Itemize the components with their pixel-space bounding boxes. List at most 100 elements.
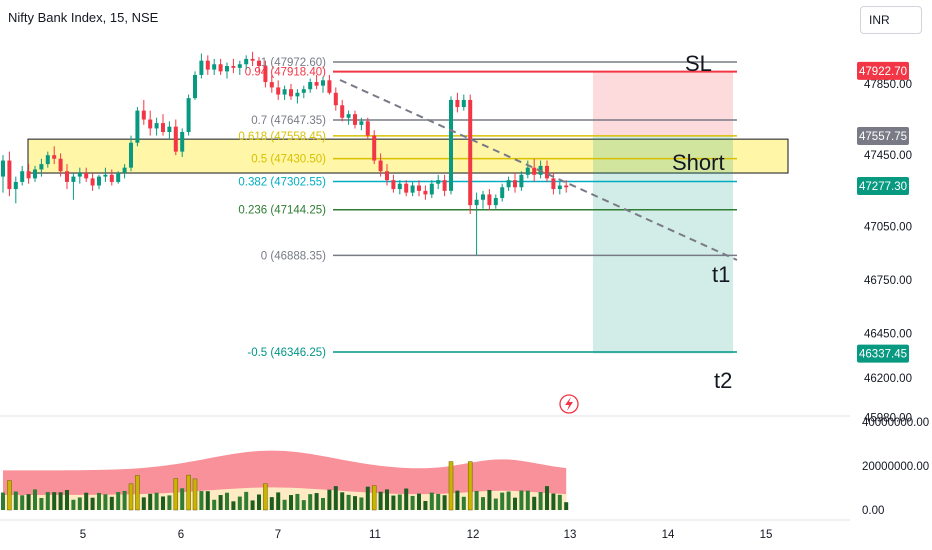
candle-body bbox=[359, 121, 364, 125]
candle-body bbox=[250, 58, 255, 61]
volume-bar bbox=[506, 491, 511, 510]
candle-body bbox=[461, 99, 466, 108]
volume-bar bbox=[33, 489, 37, 510]
volume-axis-tick: 20000000.00 bbox=[862, 461, 929, 473]
annotation-t1: t1 bbox=[712, 262, 730, 287]
volume-bar bbox=[135, 475, 140, 511]
volume-bar bbox=[417, 493, 421, 510]
candle-body bbox=[455, 99, 460, 108]
volume-bar bbox=[327, 489, 332, 510]
fib-level-label-0.236: 0.236 (47144.25) bbox=[238, 205, 326, 217]
candle-body bbox=[346, 114, 351, 118]
annotation-short: Short bbox=[672, 150, 725, 175]
volume-bar bbox=[77, 497, 82, 510]
volume-bar bbox=[180, 488, 185, 510]
candle-body bbox=[442, 180, 447, 191]
candle-body bbox=[225, 66, 229, 72]
fib-level-label-0.5: 0.5 (47430.50) bbox=[251, 154, 326, 166]
volume-bar bbox=[295, 493, 300, 510]
candle-body bbox=[378, 160, 383, 172]
candle-body bbox=[436, 180, 441, 184]
price-tag-label: 47557.75 bbox=[859, 131, 907, 143]
candle-body bbox=[116, 173, 121, 182]
volume-bar bbox=[500, 492, 505, 510]
candle-body bbox=[525, 167, 530, 175]
candle-body bbox=[410, 185, 415, 193]
fib-level-label-0.382: 0.382 (47302.55) bbox=[238, 176, 326, 188]
volume-bar bbox=[538, 492, 543, 510]
volume-bar bbox=[186, 474, 191, 511]
candle-body bbox=[129, 142, 133, 168]
volume-bar bbox=[212, 499, 217, 510]
candle-body bbox=[58, 158, 63, 172]
candle-body bbox=[481, 194, 485, 200]
candle-body bbox=[513, 180, 517, 188]
volume-bar bbox=[448, 461, 454, 511]
price-tag-label: 46337.45 bbox=[859, 349, 907, 361]
fib-level-label-0.618: 0.618 (47558.45) bbox=[238, 131, 326, 143]
volume-bar bbox=[301, 500, 306, 510]
price-axis-tick: 47850.00 bbox=[864, 79, 912, 91]
annotation-t2: t2 bbox=[714, 368, 732, 393]
candle-body bbox=[84, 173, 89, 179]
date-axis-tick: 11 bbox=[369, 529, 381, 541]
price-tag-box bbox=[857, 344, 909, 363]
short-stop-zone bbox=[593, 70, 733, 136]
volume-bar bbox=[481, 497, 485, 510]
candle-body bbox=[109, 174, 114, 182]
volume-bar bbox=[391, 495, 396, 510]
candle-body bbox=[333, 92, 338, 106]
volume-bar bbox=[97, 492, 101, 510]
volume-bar bbox=[359, 497, 364, 510]
candle-body bbox=[500, 187, 505, 198]
volume-bar bbox=[532, 496, 537, 510]
candle-body bbox=[519, 174, 524, 188]
candle-body bbox=[365, 121, 370, 136]
candle-body bbox=[557, 185, 562, 190]
candle-body bbox=[314, 82, 319, 86]
volume-bar bbox=[289, 495, 293, 510]
trendline-layer[interactable] bbox=[339, 79, 738, 261]
candle-body bbox=[135, 110, 140, 143]
volume-bar bbox=[321, 498, 325, 510]
fibonacci-layer[interactable]: 1 (47972.60)0.94 (47918.40) 0.7 (47647.35… bbox=[238, 57, 737, 359]
candle-body bbox=[13, 181, 18, 190]
date-axis-tick: 12 bbox=[467, 529, 480, 541]
volume-bar bbox=[58, 492, 63, 510]
candle-body bbox=[167, 126, 172, 133]
currency-selector[interactable]: INR bbox=[860, 6, 922, 34]
candle-body bbox=[77, 173, 82, 177]
volume-bar bbox=[109, 496, 114, 510]
volume-bar bbox=[257, 494, 261, 510]
date-axis-tick: 13 bbox=[564, 529, 577, 541]
candle-body bbox=[487, 194, 492, 206]
volume-bar bbox=[436, 493, 441, 510]
price-axis-tick: 47450.00 bbox=[864, 150, 912, 162]
volume-bar bbox=[410, 495, 415, 510]
volume-bar bbox=[167, 495, 172, 510]
candle-body bbox=[321, 80, 325, 86]
volume-bar bbox=[39, 498, 44, 510]
candle-body bbox=[532, 167, 537, 175]
candle-body bbox=[237, 64, 242, 68]
candle-body bbox=[193, 74, 197, 99]
short-position-layer[interactable] bbox=[593, 70, 733, 354]
price-tag-box bbox=[857, 176, 909, 195]
candle-body bbox=[45, 155, 50, 165]
price-tag-label: 47277.30 bbox=[859, 181, 907, 193]
volume-bar bbox=[244, 491, 249, 510]
candle-body bbox=[39, 164, 44, 170]
fib-level-label--0.5: -0.5 (46346.25) bbox=[247, 347, 326, 359]
fib-level-label-1: 1 (47972.60) bbox=[261, 57, 326, 69]
candle-body bbox=[180, 132, 185, 152]
candle-body bbox=[474, 199, 479, 206]
volume-bar bbox=[84, 492, 89, 510]
candle-body bbox=[468, 99, 473, 206]
candle-body bbox=[269, 82, 274, 88]
symbol-title: Nifty Bank Index, 15, NSE bbox=[8, 10, 159, 25]
price-axis-tick: 45980.00 bbox=[864, 412, 912, 424]
candles-layer bbox=[1, 51, 569, 256]
volume-bar bbox=[71, 499, 76, 510]
